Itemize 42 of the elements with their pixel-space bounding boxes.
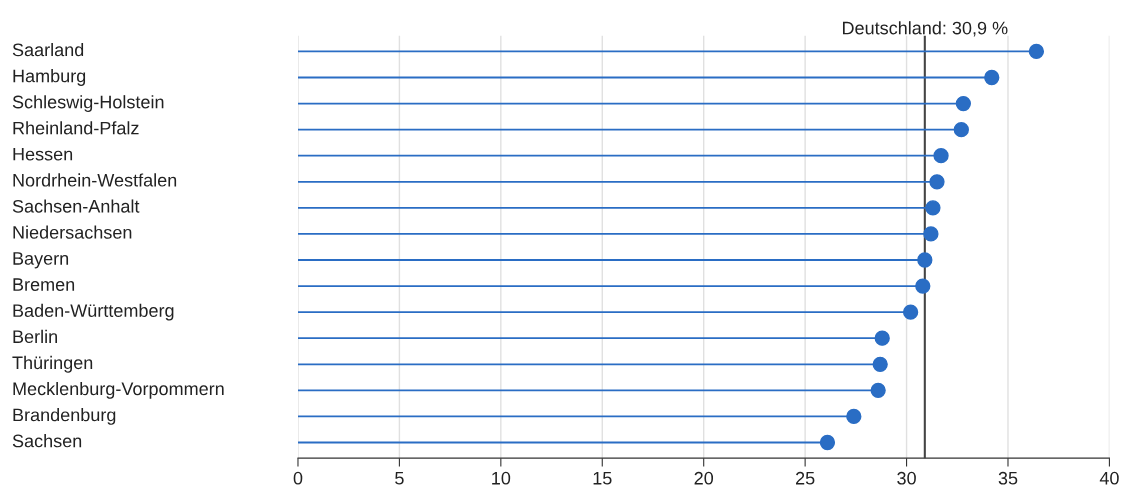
y-tick-label: Rheinland-Pfalz (13, 121, 139, 135)
x-tick-label: 35 (998, 471, 1018, 485)
x-tick-label: 25 (796, 471, 815, 485)
y-tick-label: Bayern (13, 252, 69, 269)
y-tick-label: Schleswig-Holstein (12, 95, 164, 112)
x-tick-label: 20 (694, 471, 714, 485)
x-tick-label: 0 (293, 471, 303, 485)
point (819, 434, 836, 451)
point (925, 200, 941, 216)
y-tick-label: Baden-Württemberg (13, 303, 174, 321)
y-tick-label: Nordrhein-Westfalen (13, 173, 177, 187)
y-tick-label: Mecklenburg-Vorpommern (13, 381, 224, 399)
x-tick-label: 15 (593, 472, 612, 485)
x-tick-label: 30 (897, 471, 916, 485)
ref-line-label: Deutschland: 30,9 % (842, 21, 1008, 37)
x-tick-label: 40 (1099, 471, 1119, 485)
point (1028, 43, 1045, 60)
point (902, 304, 919, 320)
y-tick-label: Sachsen (12, 434, 82, 448)
y-tick-label: Brandenburg (13, 408, 116, 425)
point (933, 148, 949, 164)
point (955, 95, 971, 112)
y-tick-label: Berlin (13, 329, 57, 344)
x-tick-label: 5 (395, 472, 404, 485)
point (917, 252, 933, 268)
point (870, 382, 886, 399)
point (872, 356, 888, 372)
y-tick-label: Thüringen (12, 355, 93, 373)
y-tick-label: Hamburg (13, 69, 86, 86)
point (923, 226, 939, 242)
point (929, 174, 945, 190)
y-tick-label: Sachsen-Anhalt (12, 199, 140, 213)
y-tick-label: Saarland (12, 43, 84, 57)
point (953, 121, 969, 138)
x-tick-label: 10 (492, 471, 511, 485)
point (846, 408, 862, 425)
y-tick-label: Bremen (13, 278, 75, 291)
point (984, 69, 1000, 86)
y-tick-label: Hessen (13, 147, 73, 161)
point (874, 330, 890, 346)
point (915, 278, 931, 294)
y-tick-label: Niedersachsen (13, 225, 132, 239)
